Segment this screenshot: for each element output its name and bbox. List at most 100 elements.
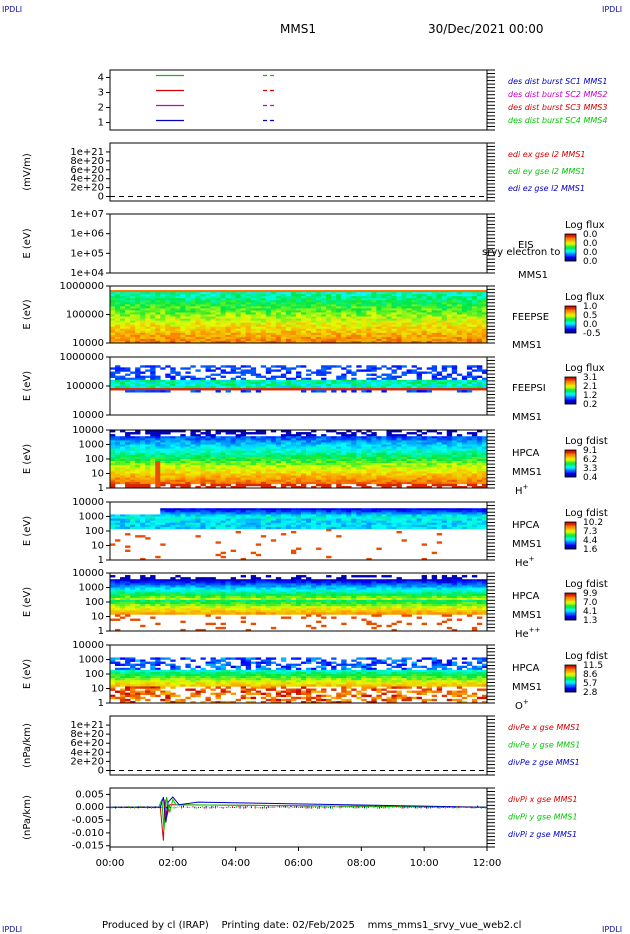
colorbar-tick-p7-3: 1.6 — [583, 545, 598, 555]
spectrogram-p9 — [110, 657, 488, 704]
y-tick-label-p5-1: 100000 — [66, 381, 104, 392]
header-spacecraft: MMS1 — [280, 22, 316, 36]
y-tick-label-p3-2: 1e+05 — [70, 248, 104, 259]
instrument-label-p5-1: MMS1 — [512, 412, 542, 423]
footer-text: Produced by cl (IRAP) Printing date: 02/… — [102, 920, 522, 931]
panel-frame-p2 — [109, 142, 488, 202]
colorbar-p6 — [564, 449, 577, 478]
y-tick-label-p9-1: 1000 — [79, 655, 104, 666]
y-tick-label-p2-0: 1e+21 — [70, 147, 104, 158]
species-label-p9: O+ — [515, 698, 529, 712]
legend-entry-p11-1: divPi y gse MMS1 — [508, 812, 578, 821]
legend-entry-p10-0: divPe x gse MMS1 — [508, 723, 580, 732]
panel-p11: 0.005 0.000 -0.005 -0.010 -0.015 (nPa/km) divP… — [22, 787, 578, 852]
y-tick-label-p11-4: -0.015 — [72, 841, 104, 852]
y-tick-label-p1-0: 1 — [98, 118, 104, 129]
corner-label-top-left: IPDLI — [2, 5, 23, 14]
colorbar-tick-p4-3: -0.5 — [583, 329, 601, 339]
legend-entry-p10-2: divPe z gse MMS1 — [508, 758, 580, 767]
colorbar-tick-p8-1: 7.0 — [583, 598, 598, 608]
instrument-label-p9-1: MMS1 — [512, 682, 542, 693]
panel-p7: 10000 1000 100 10 1 E (eV) HPCA MMS1 He+ Log fdis… — [22, 497, 608, 569]
y-tick-label-p2-5: 0 — [98, 192, 104, 203]
y-axis-label-p5: E (eV) — [22, 371, 33, 401]
species-label-p7: He+ — [515, 555, 535, 569]
y-tick-label-p11-1: 0.000 — [75, 802, 104, 813]
spectrogram-p8 — [110, 575, 488, 632]
colorbar-p8 — [564, 592, 577, 621]
y-tick-label-p8-0: 10000 — [72, 568, 104, 579]
colorbar-tick-p3-3: 0.0 — [583, 257, 598, 267]
y-tick-label-p11-3: -0.010 — [72, 828, 104, 839]
y-axis-label-p8: E (eV) — [22, 587, 33, 617]
instrument-label-p4-1: MMS1 — [512, 340, 542, 351]
x-tick-label-1: 02:00 — [158, 858, 187, 869]
y-tick-label-p7-0: 10000 — [72, 497, 104, 508]
instrument-label-p5-0: FEEPSI — [512, 383, 546, 394]
y-tick-label-p9-3: 10 — [91, 684, 104, 695]
panel-frame-p10 — [109, 715, 488, 776]
colorbar-title-p7: Log fdist — [565, 508, 608, 519]
colorbar-title-p4: Log flux — [565, 292, 605, 303]
y-tick-label-p11-0: 0.005 — [75, 789, 104, 800]
panel-p5: 1000000 100000 10000 E (eV) FEEPSI MMS1 Log fl… — [22, 352, 605, 423]
y-tick-label-p6-0: 10000 — [72, 425, 104, 436]
panel-frame-p1 — [109, 69, 488, 131]
overlay-label-p3: srvy electron to — [482, 247, 560, 258]
y-tick-label-p7-2: 100 — [85, 526, 104, 537]
colorbar-tick-p7-2: 4.4 — [583, 536, 598, 546]
colorbar-tick-p7-0: 10.2 — [583, 518, 603, 528]
colorbar-tick-p8-0: 9.9 — [583, 589, 598, 599]
spectrogram-p6 — [110, 430, 488, 489]
colorbar-title-p3: Log flux — [565, 220, 605, 231]
colorbar-tick-p6-2: 3.3 — [583, 464, 597, 474]
y-tick-label-p2-2: 6e+20 — [70, 165, 104, 176]
y-axis-label-p7: E (eV) — [22, 516, 33, 546]
y-tick-label-p10-4: 2e+20 — [70, 756, 104, 767]
species-label-p6: H+ — [515, 483, 529, 497]
legend-entry-p11-2: divPi z gse MMS1 — [508, 830, 577, 839]
y-tick-label-p8-1: 1000 — [79, 583, 104, 594]
colorbar-tick-p8-2: 4.1 — [583, 607, 597, 617]
y-tick-label-p8-3: 10 — [91, 612, 104, 623]
colorbar-p5 — [564, 376, 577, 405]
legend-entry-p10-1: divPe y gse MMS1 — [508, 740, 580, 749]
colorbar-tick-p6-3: 0.4 — [583, 473, 598, 483]
spectrogram-p4 — [110, 290, 488, 344]
colorbar-p3 — [564, 233, 577, 262]
colorbar-tick-p8-3: 1.3 — [583, 616, 597, 626]
legend-entry-p1-2: des dist burst SC3 MMS3 — [508, 103, 607, 112]
legend-entry-p1-0: des dist burst SC1 MMS1 — [508, 77, 607, 86]
colorbar-tick-p7-1: 7.3 — [583, 527, 597, 537]
y-tick-label-p5-0: 1000000 — [59, 352, 104, 363]
colorbar-p4 — [564, 305, 577, 334]
legend-entry-p11-0: divPi x gse MMS1 — [508, 795, 578, 804]
y-axis-label-p2: (mV/m) — [22, 153, 33, 191]
y-tick-label-p5-2: 10000 — [72, 410, 104, 421]
y-tick-label-p10-5: 0 — [98, 765, 104, 776]
y-tick-label-p10-2: 6e+20 — [70, 738, 104, 749]
instrument-label-p6-0: HPCA — [512, 448, 540, 459]
colorbar-tick-p5-3: 0.2 — [583, 400, 597, 410]
panel-p1: 1 2 3 4 des dist burst SC1 MMS1 des dist burs… — [98, 69, 607, 131]
y-tick-label-p6-3: 10 — [91, 469, 104, 480]
instrument-label-p9-0: HPCA — [512, 663, 540, 674]
panel-p9: 10000 1000 100 10 1 E (eV) HPCA MMS1 O+ Log fdist… — [22, 640, 608, 712]
y-tick-label-p9-4: 1 — [98, 698, 104, 709]
instrument-label-p7-1: MMS1 — [512, 539, 542, 550]
x-tick-label-0: 00:00 — [96, 858, 125, 869]
y-tick-label-p1-2: 3 — [98, 88, 104, 99]
y-axis-label-p4: E (eV) — [22, 299, 33, 329]
y-tick-label-p9-0: 10000 — [72, 640, 104, 651]
y-tick-label-p3-1: 1e+06 — [70, 229, 104, 240]
colorbar-tick-p3-0: 0.0 — [583, 230, 598, 240]
corner-label-bottom-left: IPDLI — [2, 925, 23, 934]
spectrogram-p5 — [110, 365, 488, 393]
panel-p6: 10000 1000 100 10 1 E (eV) HPCA MMS1 H+ Log fdist… — [22, 425, 608, 497]
colorbar-tick-p6-0: 9.1 — [583, 446, 597, 456]
colorbar-tick-p3-1: 0.0 — [583, 239, 598, 249]
